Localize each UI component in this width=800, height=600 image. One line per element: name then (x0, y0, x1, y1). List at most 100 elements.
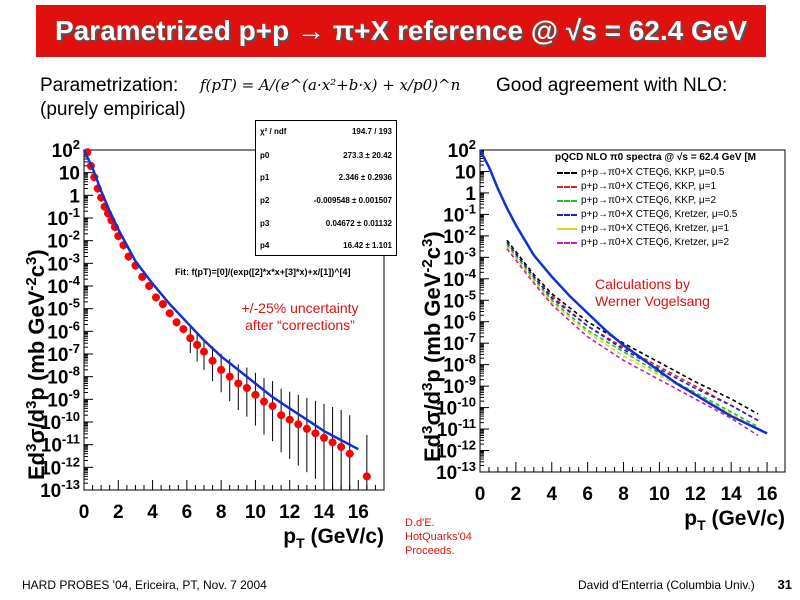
data-point (285, 415, 294, 424)
data-point (294, 420, 303, 429)
legend-swatch (557, 214, 577, 216)
stat-key: p1 (260, 173, 270, 182)
stat-value: -0.009548 ± 0.001507 (313, 196, 392, 205)
legend-entry: p+p→π0+X CTEQ6, KKP, μ=2 (555, 194, 800, 208)
y-tick-label: 10-9 (47, 386, 80, 411)
y-tick-label: 10-4 (47, 273, 80, 298)
stat-key: p3 (260, 219, 270, 228)
legend-label: p+p→π0+X CTEQ6, KKP, μ=0.5 (581, 167, 725, 178)
legend-entry: p+p→π0+X CTEQ6, KKP, μ=0.5 (555, 166, 800, 180)
data-point (158, 300, 167, 309)
calc-note-2: Werner Vogelsang (595, 293, 710, 309)
right-heading: Good agreement with NLO: (496, 75, 728, 96)
x-tick-label: 10 (245, 502, 266, 523)
x-tick-label: 4 (147, 502, 158, 523)
data-point (234, 379, 243, 388)
data-point (225, 372, 234, 381)
legend-swatch (557, 186, 577, 188)
y-tick-label: 10-6 (47, 318, 80, 343)
y-axis-label: Ed3σ/d3p (mb GeV-2c3) (419, 231, 445, 462)
legend-label: p+p→π0+X CTEQ6, KKP, μ=1 (581, 181, 717, 192)
fit-label: Fit: f(pT)=[0]/(exp([2]*x*x+[3]*x)+x/[1]… (175, 267, 351, 277)
uncertainty-note-2: after “corrections” (245, 317, 355, 333)
y-tick-label: 10 (455, 162, 476, 183)
y-tick-label: 102 (448, 137, 476, 162)
y-tick-label: 10-2 (47, 228, 80, 253)
data-point (328, 438, 337, 447)
x-tick-label: 0 (79, 502, 90, 523)
x-tick-label: 2 (511, 484, 522, 505)
x-tick-label: 4 (546, 484, 557, 505)
fit-curve (82, 149, 359, 451)
data-point (193, 340, 202, 349)
data-point (165, 309, 174, 318)
data-point (337, 442, 346, 451)
y-tick-label: 10-5 (47, 296, 80, 321)
data-point (277, 411, 286, 420)
nlo-curve (506, 241, 759, 422)
fit-stats-box: χ² / ndf 194.7 / 193 p0 273.3 ± 20.42 p1 2.… (255, 120, 397, 256)
x-tick-label: 8 (618, 484, 629, 505)
data-point (200, 347, 208, 356)
legend-entry: p+p→π0+X CTEQ6, Kretzer, μ=0.5 (555, 208, 800, 222)
x-tick-label: 6 (582, 484, 593, 505)
x-axis-label: pT (GeV/c) (283, 525, 384, 551)
reference-2: HotQuarks'04 (405, 531, 472, 543)
y-tick-label: 10-8 (47, 364, 80, 389)
y-tick-label: 10-10 (40, 409, 80, 434)
data-point (362, 472, 371, 481)
legend-swatch (557, 172, 577, 174)
y-tick-label: 10-11 (437, 416, 476, 441)
stat-value: 273.3 ± 20.42 (343, 151, 392, 160)
legend-entry: p+p→π0+X CTEQ6, Kretzer, μ=2 (555, 236, 800, 250)
slide-title: Parametrized p+p → π+X reference @ √s = … (36, 5, 766, 57)
stat-value: 2.346 ± 0.2936 (338, 173, 392, 182)
x-tick-label: 16 (756, 484, 777, 505)
nlo-curve (506, 248, 759, 437)
x-tick-label: 16 (348, 502, 369, 523)
stat-value: 0.04672 ± 0.01132 (325, 219, 392, 228)
y-axis-label: Ed3σ/d3p (mb GeV-2c3) (23, 249, 49, 480)
x-tick-label: 14 (313, 502, 335, 523)
data-point (311, 429, 320, 438)
left-subheading: (purely empirical) (40, 99, 186, 120)
y-tick-label: 1 (465, 184, 476, 205)
data-point (208, 356, 217, 365)
reference-1: D.d'E. (405, 517, 435, 529)
data-point (217, 365, 226, 374)
fit-formula: f(pT) = A/(e^(a·x²+b·x) + x/p0)^n (200, 76, 461, 94)
right-chart: 10210110-110-210-310-410-510-610-710-810… (419, 137, 786, 533)
legend: pQCD NLO π0 spectra @ √s = 62.4 GeV [M p… (555, 152, 800, 250)
x-tick-label: 12 (279, 502, 300, 523)
footer-left: HARD PROBES '04, Ericeira, PT, Nov. 7 20… (22, 578, 267, 592)
data-point (138, 272, 147, 281)
y-tick-label: 102 (52, 137, 80, 162)
stat-value: 16.42 ± 1.101 (343, 241, 392, 250)
stat-key: χ² / ndf (260, 127, 287, 136)
legend-label: p+p→π0+X CTEQ6, Kretzer, μ=1 (581, 223, 730, 234)
y-tick-label: 10-1 (47, 205, 80, 230)
y-tick-label: 10-7 (47, 341, 80, 366)
x-tick-label: 6 (182, 502, 193, 523)
legend-entry: p+p→π0+X CTEQ6, Kretzer, μ=1 (555, 222, 800, 236)
data-point (152, 293, 160, 302)
legend-swatch (557, 200, 577, 202)
x-tick-label: 0 (475, 484, 486, 505)
data-point (302, 424, 311, 433)
legend-label: p+p→π0+X CTEQ6, Kretzer, μ=2 (581, 237, 730, 248)
nlo-curve (506, 239, 759, 415)
stat-value: 194.7 / 193 (351, 127, 392, 136)
left-chart: 10210110-110-210-310-410-510-610-710-810… (23, 137, 385, 551)
data-point (251, 390, 260, 399)
legend-swatch (557, 228, 577, 230)
y-tick-label: 10-3 (47, 250, 80, 275)
left-heading: Parametrization: (40, 75, 179, 96)
stat-key: p0 (260, 151, 270, 160)
legend-swatch (557, 242, 577, 244)
footer-right: David d'Enterria (Columbia Univ.) (578, 578, 755, 592)
data-point (172, 318, 181, 327)
x-tick-label: 10 (649, 484, 670, 505)
x-tick-label: 14 (721, 484, 743, 505)
legend-label: p+p→π0+X CTEQ6, Kretzer, μ=0.5 (581, 209, 738, 220)
uncertainty-note-1: +/-25% uncertainty (241, 300, 359, 316)
